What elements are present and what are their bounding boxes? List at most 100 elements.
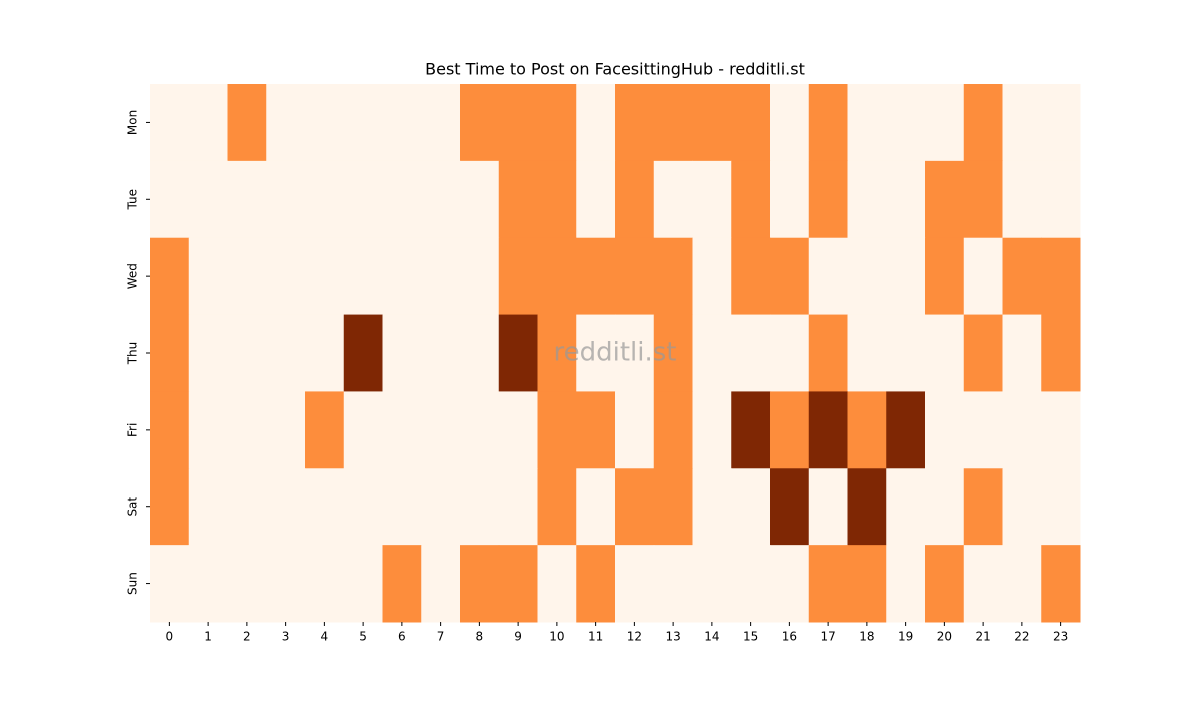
- heatmap-cell: [576, 391, 616, 469]
- heatmap-cell: [692, 237, 732, 316]
- heatmap-cell: [692, 314, 732, 392]
- heatmap-cell: [382, 468, 422, 546]
- heatmap-cell: [963, 391, 1003, 469]
- heatmap-cell: [808, 468, 848, 546]
- heatmap-cell: [305, 545, 345, 623]
- heatmap-cell: [808, 237, 848, 316]
- heatmap-cell: [188, 160, 228, 239]
- heatmap-cell: [808, 391, 848, 469]
- heatmap-cell: [188, 314, 228, 392]
- heatmap-cell: [227, 160, 267, 239]
- heatmap-cell: [925, 391, 965, 469]
- watermark: redditli.st: [554, 338, 677, 368]
- heatmap-cell: [266, 237, 306, 316]
- heatmap-cell: [692, 391, 732, 469]
- heatmap-cell: [460, 160, 500, 239]
- heatmap-cell: [382, 391, 422, 469]
- heatmap-cell: [421, 545, 461, 623]
- x-tick-label: 20: [937, 630, 952, 644]
- heatmap-cell: [1041, 545, 1081, 623]
- heatmap-cell: [266, 84, 306, 162]
- heatmap-cell: [1041, 314, 1081, 392]
- heatmap-cell: [731, 160, 771, 239]
- heatmap-cell: [305, 237, 345, 316]
- heatmap-cell: [692, 545, 732, 623]
- heatmap-cell: [847, 84, 887, 162]
- y-tick-label: Wed: [126, 263, 140, 289]
- heatmap-cell: [925, 160, 965, 239]
- x-tick-label: 15: [743, 630, 758, 644]
- y-tick-label: Fri: [126, 423, 140, 437]
- heatmap-cell: [808, 84, 848, 162]
- heatmap-cell: [382, 84, 422, 162]
- heatmap-cell: [925, 237, 965, 316]
- heatmap-cell: [382, 314, 422, 392]
- heatmap-cell: [653, 84, 693, 162]
- heatmap-cell: [886, 468, 926, 546]
- x-tick-label: 4: [321, 630, 329, 644]
- heatmap-cell: [498, 391, 538, 469]
- heatmap-cell: [421, 237, 461, 316]
- heatmap-cell: [421, 160, 461, 239]
- heatmap-cell: [305, 84, 345, 162]
- heatmap-cell: [963, 545, 1003, 623]
- heatmap-cell: [266, 545, 306, 623]
- heatmap-cell: [343, 391, 383, 469]
- heatmap-cell: [963, 237, 1003, 316]
- x-tick-label: 7: [437, 630, 445, 644]
- heatmap-cell: [227, 314, 267, 392]
- heatmap-cell: [1002, 468, 1042, 546]
- heatmap-cell: [150, 468, 190, 546]
- heatmap-cell: [305, 391, 345, 469]
- heatmap-cell: [847, 160, 887, 239]
- heatmap-cell: [963, 468, 1003, 546]
- heatmap-cell: [770, 545, 810, 623]
- heatmap-cell: [576, 545, 616, 623]
- x-tick-label: 21: [975, 630, 990, 644]
- heatmap-cell: [653, 160, 693, 239]
- heatmap-cell: [305, 314, 345, 392]
- x-tick-label: 2: [243, 630, 251, 644]
- chart-title: Best Time to Post on FacesittingHub - re…: [425, 60, 805, 79]
- heatmap-cell: [886, 84, 926, 162]
- heatmap-cell: [343, 160, 383, 239]
- heatmap-cell: [770, 160, 810, 239]
- heatmap-cell: [537, 391, 577, 469]
- heatmap-cell: [1041, 84, 1081, 162]
- heatmap-cell: [1041, 391, 1081, 469]
- heatmap-cell: [615, 237, 655, 316]
- heatmap-cell: [343, 237, 383, 316]
- y-tick-label: Tue: [126, 189, 140, 211]
- heatmap-cell: [421, 314, 461, 392]
- heatmap-cell: [576, 468, 616, 546]
- heatmap-cell: [692, 468, 732, 546]
- heatmap-cell: [305, 468, 345, 546]
- heatmap-cell: [537, 545, 577, 623]
- x-tick-label: 13: [665, 630, 680, 644]
- heatmap-cell: [460, 468, 500, 546]
- heatmap-cell: [731, 468, 771, 546]
- heatmap-cell: [188, 468, 228, 546]
- heatmap-cell: [188, 237, 228, 316]
- heatmap-cell: [925, 545, 965, 623]
- heatmap-cell: [731, 84, 771, 162]
- heatmap-cell: [731, 314, 771, 392]
- heatmap-cell: [343, 84, 383, 162]
- heatmap-cell: [770, 237, 810, 316]
- heatmap-cell: [692, 84, 732, 162]
- heatmap-cell: [731, 391, 771, 469]
- heatmap-cell: [537, 84, 577, 162]
- heatmap-cell: [963, 314, 1003, 392]
- heatmap-cell: [886, 391, 926, 469]
- heatmap-cell: [150, 391, 190, 469]
- heatmap-cell: [421, 468, 461, 546]
- heatmap-cell: [266, 391, 306, 469]
- heatmap-cell: [1041, 468, 1081, 546]
- x-tick-label: 11: [588, 630, 603, 644]
- heatmap-cell: [343, 468, 383, 546]
- heatmap-cell: [1041, 237, 1081, 316]
- heatmap-cell: [615, 314, 655, 392]
- heatmap-cell: [498, 314, 538, 392]
